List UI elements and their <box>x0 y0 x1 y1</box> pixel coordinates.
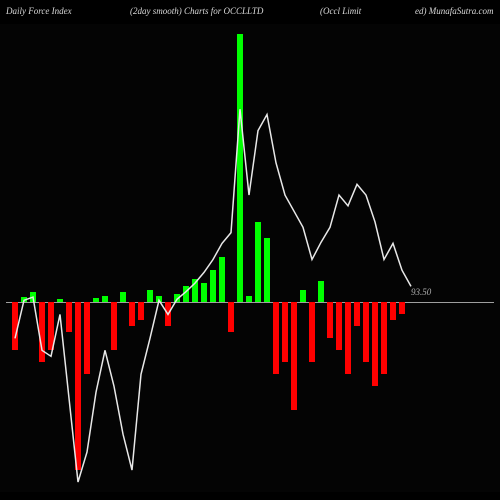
title-mid-left: (2day smooth) Charts for OCCLLTD <box>130 6 263 16</box>
title-left: Daily Force Index <box>6 6 72 16</box>
force-index-line <box>6 24 494 492</box>
chart-inner: 93.50 <box>6 24 494 492</box>
title-right: ed) MunafaSutra.com <box>415 6 494 16</box>
chart-title-bar: Daily Force Index (2day smooth) Charts f… <box>0 6 500 20</box>
chart-area: 93.50 <box>0 24 500 492</box>
title-mid-right: (Occl Limit <box>320 6 361 16</box>
last-value-label: 93.50 <box>411 287 431 297</box>
